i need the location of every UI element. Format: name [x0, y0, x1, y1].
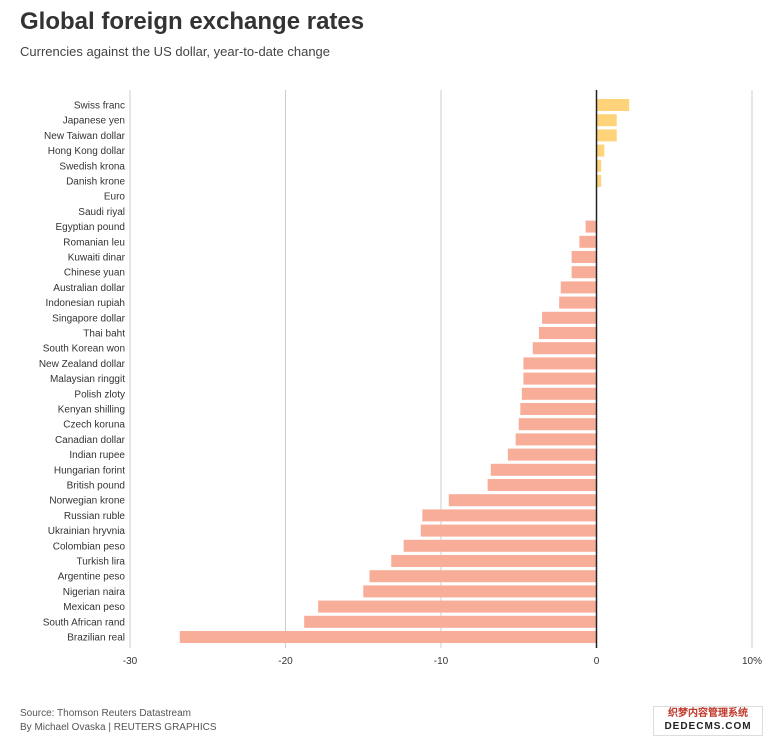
- bar: [596, 144, 605, 157]
- category-label: Polish zloty: [74, 389, 125, 400]
- bar: [318, 600, 597, 613]
- watermark-line2: DEDECMS.COM: [664, 721, 752, 732]
- category-label: Danish krone: [66, 177, 125, 188]
- x-tick-labels: -30 -20 -10 0 10%: [123, 656, 762, 667]
- category-label: South Korean won: [43, 344, 125, 355]
- category-label: Malaysian ringgit: [50, 374, 125, 385]
- bar: [596, 114, 617, 127]
- bar: [487, 479, 597, 491]
- bar: [523, 372, 597, 385]
- bar: [596, 159, 602, 172]
- bar: [596, 99, 630, 111]
- bar: [559, 296, 597, 309]
- category-label: Kuwaiti dinar: [68, 253, 126, 264]
- category-label: Australian dollar: [53, 283, 125, 294]
- category-label: Japanese yen: [63, 116, 125, 127]
- category-label: Egyptian pound: [55, 222, 125, 233]
- category-label: Nigerian naira: [63, 587, 126, 598]
- category-label: Euro: [104, 192, 126, 203]
- category-label: Mexican peso: [63, 602, 125, 613]
- category-labels: Swiss franc Japanese yen New Taiwan dollar…: [39, 101, 126, 644]
- x-tick-label: -20: [278, 656, 293, 667]
- category-label: Brazilian real: [67, 633, 125, 644]
- chart-title: Global foreign exchange rates: [20, 8, 365, 35]
- bar: [448, 494, 597, 507]
- category-label: South African rand: [43, 617, 125, 628]
- category-label: Czech koruna: [63, 420, 125, 431]
- category-label: Hong Kong dollar: [48, 146, 126, 157]
- bar: [403, 539, 597, 552]
- category-label: Romanian leu: [63, 237, 125, 248]
- bar: [422, 509, 597, 522]
- bar: [304, 615, 597, 628]
- bar: [571, 251, 597, 263]
- category-label: Canadian dollar: [55, 435, 126, 446]
- bar: [596, 129, 617, 142]
- category-label: Ukrainian hryvnia: [48, 526, 126, 537]
- bar: [490, 463, 597, 476]
- bars: [179, 99, 630, 643]
- bar: [369, 570, 597, 583]
- grid-lines: [129, 90, 753, 648]
- source-note: Source: Thomson Reuters Datastream: [20, 708, 192, 719]
- category-label: Turkish lira: [76, 557, 125, 568]
- bar: [420, 524, 597, 537]
- bar: [523, 357, 597, 370]
- category-label: Swedish krona: [59, 161, 125, 172]
- x-tick-label: 0: [594, 656, 600, 667]
- byline: By Michael Ovaska | REUTERS GRAPHICS: [20, 722, 217, 733]
- bar: [521, 387, 597, 400]
- bar: [179, 631, 597, 643]
- category-label: Singapore dollar: [52, 313, 125, 324]
- bar: [363, 585, 597, 598]
- category-label: Chinese yuan: [64, 268, 125, 279]
- category-label: Thai baht: [83, 329, 125, 340]
- bar: [542, 311, 597, 324]
- bar: [538, 327, 597, 339]
- bar: [560, 281, 597, 294]
- category-label: Colombian peso: [53, 541, 126, 552]
- x-tick-label: 10%: [742, 656, 762, 667]
- bar: [515, 433, 597, 446]
- bar: [532, 342, 597, 355]
- category-label: Hungarian forint: [54, 465, 125, 476]
- bar: [518, 418, 597, 431]
- category-label: Indonesian rupiah: [45, 298, 125, 309]
- category-label: Saudi riyal: [78, 207, 125, 218]
- category-label: Indian rupee: [69, 450, 125, 461]
- category-label: New Zealand dollar: [39, 359, 126, 370]
- category-label: Kenyan shilling: [58, 405, 125, 416]
- category-label: Argentine peso: [58, 572, 126, 583]
- bar: [571, 266, 597, 279]
- bar: [596, 175, 602, 187]
- bar-chart: Swiss franc Japanese yen New Taiwan dollar…: [39, 90, 762, 667]
- x-tick-label: -30: [123, 656, 138, 667]
- x-tick-label: -10: [434, 656, 449, 667]
- bar: [579, 235, 597, 248]
- bar: [520, 403, 597, 415]
- watermark-logo: 织梦内容管理系统 DEDECMS.COM: [653, 706, 763, 736]
- category-label: Norwegian krone: [49, 496, 125, 507]
- category-label: Russian ruble: [64, 511, 126, 522]
- chart-subtitle: Currencies against the US dollar, year-t…: [20, 44, 331, 59]
- category-label: Swiss franc: [74, 101, 125, 112]
- bar: [391, 555, 597, 567]
- bar: [585, 220, 597, 233]
- category-label: British pound: [67, 481, 125, 492]
- watermark-line1: 织梦内容管理系统: [668, 708, 748, 719]
- category-label: New Taiwan dollar: [44, 131, 126, 142]
- bar: [507, 448, 597, 461]
